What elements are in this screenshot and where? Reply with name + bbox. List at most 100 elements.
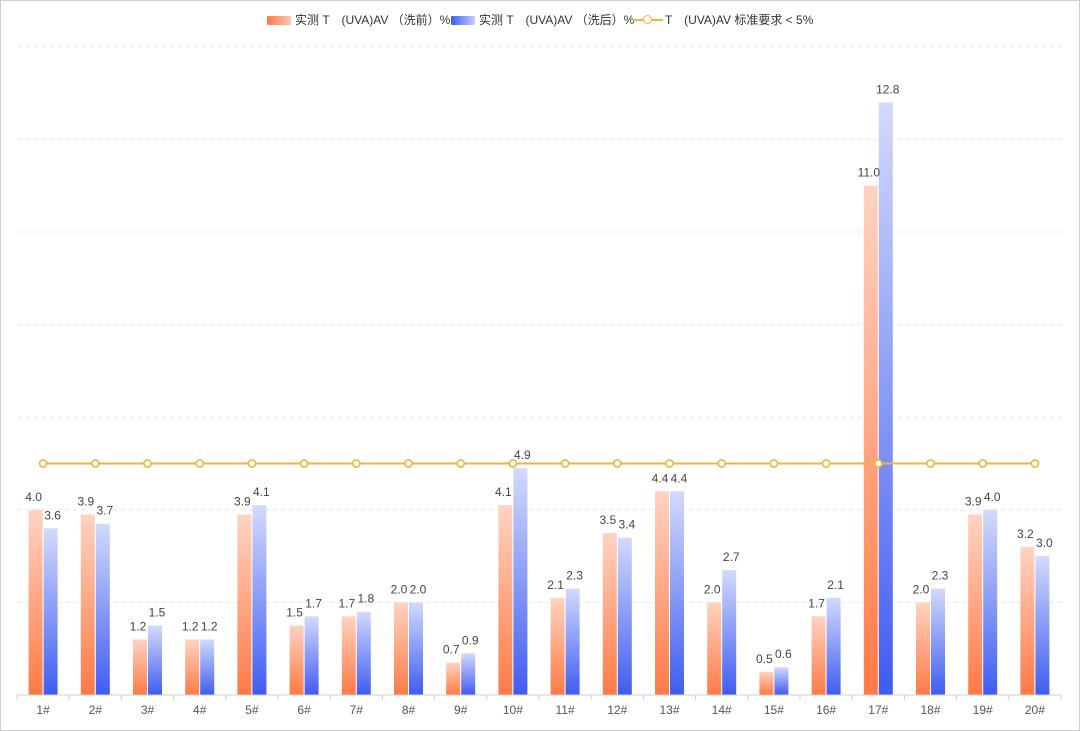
bar-before-10#[interactable] (498, 505, 513, 695)
bar-before-8#[interactable] (394, 602, 408, 695)
bar-after-15#[interactable] (774, 667, 789, 695)
label-before-9#: 0.7 (443, 643, 460, 657)
standard-point-7#[interactable] (351, 459, 361, 468)
bar-before-16#[interactable] (811, 616, 826, 695)
label-after-13#: 4.4 (671, 471, 688, 485)
standard-point-6#[interactable] (299, 459, 309, 468)
label-before-4#: 1.2 (182, 619, 199, 633)
bar-after-19#[interactable] (983, 509, 998, 695)
bar-before-9#[interactable] (446, 662, 461, 695)
x-tick-label-14#: 14# (712, 703, 732, 717)
standard-point-15#[interactable] (769, 459, 779, 468)
bar-after-5#[interactable] (252, 505, 267, 695)
bar-before-11#[interactable] (550, 597, 565, 695)
bar-after-7#[interactable] (356, 611, 371, 695)
label-before-6#: 1.5 (286, 606, 303, 620)
standard-point-10#[interactable] (508, 459, 518, 468)
bar-before-3#[interactable] (133, 639, 147, 695)
x-tick-label-13#: 13# (659, 703, 679, 717)
bar-before-2#[interactable] (80, 514, 95, 695)
label-after-15#: 0.6 (775, 647, 792, 661)
bar-before-5#[interactable] (237, 514, 252, 695)
standard-line (38, 459, 1040, 468)
label-after-19#: 4.0 (984, 490, 1001, 504)
label-before-2#: 3.9 (77, 494, 94, 508)
bar-after-4#[interactable] (200, 639, 215, 695)
label-after-6#: 1.7 (305, 596, 322, 610)
x-tick-label-8#: 8# (402, 703, 416, 717)
label-before-10#: 4.1 (495, 485, 512, 499)
standard-point-17#[interactable] (873, 459, 883, 468)
x-tick-label-19#: 19# (973, 703, 993, 717)
grid-lines (17, 46, 1061, 603)
bar-after-9#[interactable] (461, 653, 476, 695)
standard-point-13#[interactable] (665, 459, 674, 468)
legend-swatch-standard (633, 15, 663, 24)
bar-before-6#[interactable] (289, 625, 304, 695)
bar-after-2#[interactable] (95, 523, 110, 695)
bars (28, 102, 1050, 696)
legend-label-standard: T (UVA)AV 标准要求 < 5% (665, 13, 814, 27)
label-before-11#: 2.1 (547, 578, 564, 592)
label-after-17#: 12.8 (876, 82, 900, 96)
bar-after-1#[interactable] (43, 528, 58, 695)
bar-after-10#[interactable] (513, 468, 528, 695)
label-after-1#: 3.6 (44, 508, 61, 522)
bar-before-20#[interactable] (1020, 546, 1035, 695)
bar-after-3#[interactable] (148, 625, 162, 695)
standard-point-16#[interactable] (821, 459, 831, 468)
x-tick-label-1#: 1# (36, 703, 50, 717)
bar-before-19#[interactable] (968, 514, 983, 695)
label-before-15#: 0.5 (756, 652, 773, 666)
label-after-16#: 2.1 (827, 578, 844, 592)
bar-after-16#[interactable] (826, 597, 841, 695)
label-before-17#: 11.0 (858, 166, 881, 180)
x-tick-label-2#: 2# (89, 703, 103, 717)
standard-point-4#[interactable] (195, 459, 205, 468)
bar-after-8#[interactable] (409, 602, 423, 695)
bar-after-6#[interactable] (304, 616, 319, 695)
standard-point-5#[interactable] (247, 459, 257, 468)
x-tick-label-12#: 12# (607, 703, 627, 717)
standard-point-20#[interactable] (1030, 459, 1040, 468)
standard-point-2#[interactable] (90, 459, 100, 468)
x-tick-label-17#: 17# (868, 703, 888, 717)
bar-after-14#[interactable] (722, 569, 737, 695)
bar-before-4#[interactable] (185, 639, 200, 695)
standard-point-18#[interactable] (926, 459, 935, 468)
label-after-4#: 1.2 (201, 619, 218, 633)
label-before-19#: 3.9 (965, 494, 982, 508)
label-before-7#: 1.7 (338, 596, 355, 610)
label-before-14#: 2.0 (704, 582, 721, 596)
bar-before-7#[interactable] (341, 616, 356, 695)
bar-before-14#[interactable] (707, 602, 722, 695)
bar-after-17#[interactable] (878, 102, 893, 696)
bar-before-17#[interactable] (863, 185, 878, 695)
bar-before-18#[interactable] (916, 602, 930, 695)
label-after-7#: 1.8 (357, 592, 374, 606)
bar-before-1#[interactable] (28, 509, 43, 695)
x-tick-label-20#: 20# (1025, 703, 1045, 717)
bar-after-11#[interactable] (565, 588, 580, 695)
standard-point-8#[interactable] (404, 459, 413, 468)
standard-point-9#[interactable] (456, 459, 466, 468)
label-after-14#: 2.7 (723, 550, 740, 564)
standard-point-14#[interactable] (717, 459, 727, 468)
standard-point-19#[interactable] (978, 459, 988, 468)
bar-before-12#[interactable] (602, 532, 617, 695)
bar-after-13#[interactable] (670, 491, 684, 695)
bar-after-20#[interactable] (1035, 556, 1050, 695)
x-tick-label-6#: 6# (297, 703, 311, 717)
bar-before-13#[interactable] (655, 491, 669, 695)
bar-before-15#[interactable] (759, 671, 774, 695)
label-after-20#: 3.0 (1036, 536, 1053, 550)
standard-point-3#[interactable] (143, 459, 152, 468)
bar-after-18#[interactable] (931, 588, 945, 695)
label-before-13#: 4.4 (652, 471, 669, 485)
label-after-18#: 2.3 (932, 569, 949, 583)
standard-point-11#[interactable] (560, 459, 570, 468)
bar-after-12#[interactable] (617, 537, 632, 695)
standard-point-1#[interactable] (38, 459, 48, 468)
standard-point-12#[interactable] (612, 459, 622, 468)
